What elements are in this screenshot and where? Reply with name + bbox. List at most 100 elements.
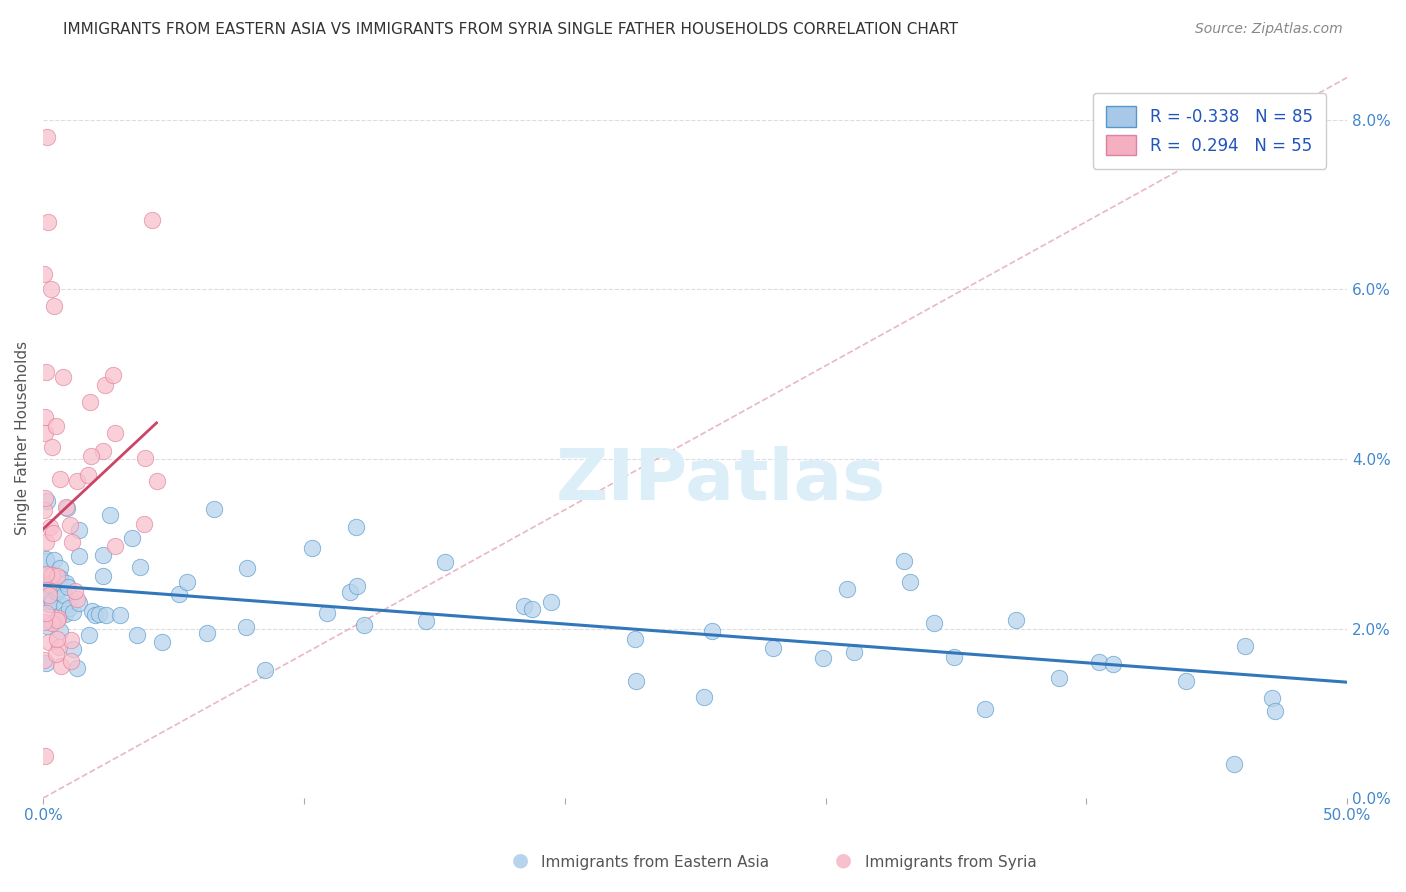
Point bbox=[811, 650, 834, 665]
Point bbox=[129, 559, 152, 574]
Point bbox=[1223, 757, 1246, 772]
Y-axis label: Single Father Households: Single Father Households bbox=[15, 341, 30, 535]
Point bbox=[353, 618, 375, 632]
Point bbox=[35, 619, 58, 633]
Point bbox=[520, 602, 543, 616]
Point bbox=[202, 502, 225, 516]
Point bbox=[104, 426, 127, 441]
Point bbox=[1102, 657, 1125, 671]
Point bbox=[339, 585, 361, 599]
Point bbox=[63, 583, 86, 598]
Point bbox=[91, 444, 114, 458]
Point bbox=[195, 626, 218, 640]
Point bbox=[44, 553, 66, 567]
Point bbox=[922, 616, 945, 631]
Point bbox=[56, 580, 79, 594]
Point bbox=[46, 569, 69, 583]
Point bbox=[134, 451, 156, 466]
Point bbox=[69, 596, 91, 610]
Point bbox=[42, 578, 65, 592]
Point bbox=[34, 503, 56, 517]
Point bbox=[53, 607, 76, 621]
Point bbox=[41, 568, 63, 582]
Point bbox=[37, 129, 59, 144]
Point bbox=[762, 641, 785, 656]
Point bbox=[34, 267, 56, 281]
Point bbox=[62, 605, 84, 619]
Point bbox=[49, 561, 72, 575]
Point bbox=[53, 588, 76, 602]
Point bbox=[37, 214, 59, 228]
Point bbox=[434, 555, 457, 569]
Point bbox=[39, 568, 62, 582]
Point bbox=[35, 365, 58, 379]
Point bbox=[35, 586, 58, 600]
Point bbox=[80, 604, 103, 618]
Point bbox=[41, 593, 63, 607]
Point bbox=[53, 599, 76, 613]
Point bbox=[66, 474, 89, 488]
Point bbox=[94, 378, 117, 392]
Point bbox=[34, 491, 56, 506]
Point bbox=[235, 561, 257, 575]
Point bbox=[624, 632, 647, 646]
Point bbox=[38, 588, 60, 602]
Point bbox=[83, 608, 105, 623]
Point bbox=[176, 575, 198, 590]
Point bbox=[91, 548, 114, 562]
Point bbox=[835, 582, 858, 596]
Point bbox=[66, 592, 89, 607]
Point bbox=[46, 611, 69, 625]
Point bbox=[52, 369, 75, 384]
Point bbox=[35, 535, 58, 549]
Point bbox=[55, 576, 77, 591]
Point bbox=[45, 419, 67, 434]
Point bbox=[76, 467, 98, 482]
Point bbox=[34, 615, 56, 629]
Point bbox=[893, 554, 915, 568]
Point bbox=[38, 635, 60, 649]
Point bbox=[48, 640, 70, 654]
Point bbox=[1264, 704, 1286, 718]
Point bbox=[35, 566, 58, 581]
Text: Immigrants from Syria: Immigrants from Syria bbox=[865, 855, 1036, 870]
Point bbox=[104, 539, 127, 553]
Point bbox=[145, 474, 167, 488]
Point bbox=[39, 576, 62, 591]
Point bbox=[842, 645, 865, 659]
Point bbox=[512, 599, 534, 614]
Point bbox=[46, 574, 69, 589]
Point bbox=[42, 299, 65, 313]
Point bbox=[898, 574, 921, 589]
Point bbox=[49, 472, 72, 486]
Point bbox=[121, 531, 143, 545]
Point bbox=[35, 554, 58, 568]
Point bbox=[60, 535, 83, 549]
Point bbox=[34, 410, 56, 425]
Point bbox=[39, 282, 62, 296]
Point bbox=[77, 628, 100, 642]
Point bbox=[134, 516, 156, 531]
Point bbox=[58, 600, 80, 615]
Point bbox=[974, 701, 997, 715]
Point bbox=[301, 541, 323, 555]
Text: ZIPatlas: ZIPatlas bbox=[557, 447, 886, 516]
Point bbox=[46, 582, 69, 597]
Point bbox=[67, 549, 90, 563]
Point bbox=[49, 624, 72, 638]
Point bbox=[38, 577, 60, 591]
Point bbox=[141, 212, 163, 227]
Text: IMMIGRANTS FROM EASTERN ASIA VS IMMIGRANTS FROM SYRIA SINGLE FATHER HOUSEHOLDS C: IMMIGRANTS FROM EASTERN ASIA VS IMMIGRAN… bbox=[63, 22, 959, 37]
Point bbox=[346, 579, 368, 593]
Text: ●: ● bbox=[512, 851, 529, 870]
Point bbox=[415, 614, 437, 628]
Point bbox=[127, 628, 149, 642]
Point bbox=[67, 523, 90, 537]
Point bbox=[59, 632, 82, 647]
Point bbox=[38, 520, 60, 534]
Point bbox=[49, 571, 72, 585]
Point bbox=[59, 518, 82, 533]
Point bbox=[98, 508, 121, 522]
Point bbox=[103, 368, 125, 383]
Point bbox=[55, 500, 77, 515]
